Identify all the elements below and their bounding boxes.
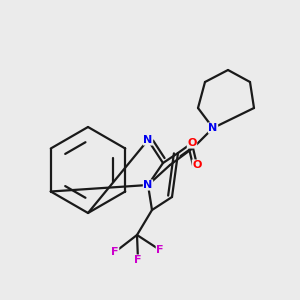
Text: O: O <box>187 138 197 148</box>
Text: N: N <box>208 123 217 133</box>
Text: N: N <box>143 180 153 190</box>
Text: F: F <box>134 255 142 265</box>
Text: F: F <box>156 245 164 255</box>
Text: N: N <box>143 135 153 145</box>
Text: F: F <box>111 247 119 257</box>
Text: O: O <box>192 160 202 170</box>
